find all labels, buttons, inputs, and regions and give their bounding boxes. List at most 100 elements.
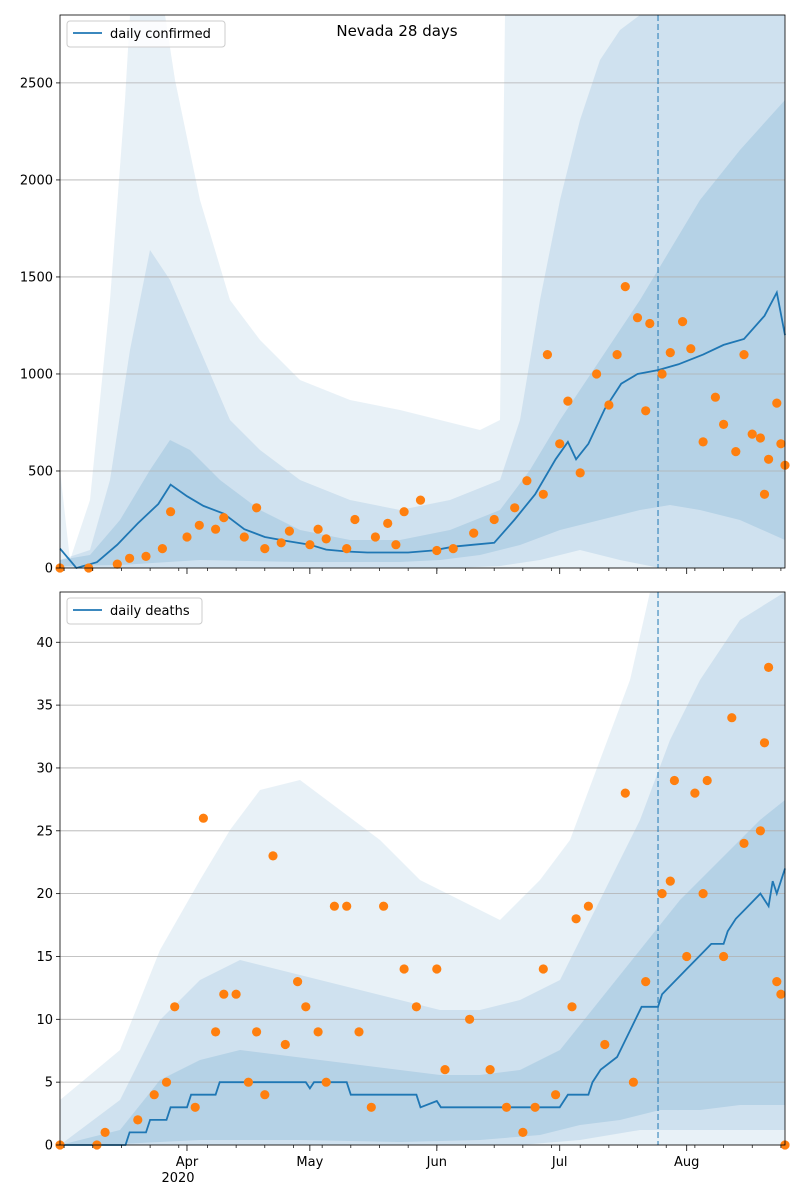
observed-point — [383, 518, 393, 529]
observed-point — [198, 813, 208, 823]
observed-point — [133, 1115, 143, 1125]
band-middle — [60, 15, 785, 568]
observed-point — [571, 914, 581, 924]
y-tick-label: 20 — [36, 887, 53, 902]
observed-point — [276, 538, 286, 548]
observed-point — [211, 1027, 221, 1037]
observed-point — [551, 1090, 561, 1100]
legend-box — [66, 597, 203, 625]
observed-point — [522, 476, 532, 486]
observed-point — [657, 889, 667, 899]
observed-point — [440, 1065, 450, 1075]
x-tick-label: Aug — [674, 1155, 699, 1170]
observed-point — [702, 775, 712, 786]
observed-point — [759, 738, 770, 748]
observed-point — [260, 544, 270, 554]
observed-point — [469, 528, 479, 538]
observed-point — [555, 439, 565, 449]
observed-point — [280, 1039, 290, 1050]
observed-point — [370, 532, 380, 542]
y-tick-label: 1000 — [20, 367, 53, 382]
observed-point — [313, 524, 323, 534]
observed-point — [391, 540, 401, 550]
axes-frame — [59, 591, 786, 1146]
observed-point — [776, 989, 786, 999]
observed-point — [141, 551, 151, 562]
observed-point — [764, 454, 774, 464]
observed-point — [293, 977, 303, 987]
observed-point — [739, 838, 749, 849]
observed-point — [641, 977, 651, 987]
legend: daily confirmed — [66, 20, 226, 48]
observed-point — [399, 507, 409, 517]
observed-point — [669, 775, 680, 786]
band-middle — [60, 592, 785, 1145]
observed-point — [538, 964, 548, 974]
observed-point — [350, 514, 360, 525]
observed-point — [542, 350, 553, 360]
x-axis-ticks: Apr May Jun Jul Aug — [63, 1145, 782, 1170]
observed-point — [366, 1102, 376, 1112]
observed-point — [501, 1102, 512, 1112]
x-year-label: 2020 — [161, 1171, 194, 1186]
x-tick-label: Jun — [426, 1155, 447, 1170]
observed-point — [399, 964, 409, 974]
observed-point — [301, 1002, 311, 1012]
observed-point — [776, 439, 786, 449]
observed-point — [604, 400, 614, 410]
observed-point — [612, 350, 622, 360]
observed-point — [231, 989, 241, 999]
observed-point — [727, 713, 737, 723]
observed-point — [641, 406, 651, 416]
band-outer — [60, 15, 785, 568]
observed-point — [772, 977, 782, 987]
y-axis-ticks: 0 500 1000 1500 2000 2500 — [20, 76, 60, 577]
observed-point — [354, 1027, 364, 1037]
observed-point — [489, 514, 499, 525]
legend: daily deaths — [66, 597, 203, 625]
y-tick-label: 30 — [36, 761, 53, 776]
observed-point — [530, 1102, 540, 1112]
observed-point — [620, 282, 630, 292]
observed-point — [465, 1014, 475, 1024]
observed-point — [710, 392, 721, 402]
observed-point — [305, 540, 315, 550]
observed-point — [329, 901, 339, 911]
panel-daily-deaths: 0 5 10 15 20 25 30 35 40 Apr May Jun Jul Aug 2020 da… — [36, 591, 790, 1186]
observed-point — [510, 503, 520, 513]
observed-point — [100, 1127, 110, 1137]
observed-point — [600, 1039, 610, 1050]
observed-point — [628, 1077, 639, 1087]
y-tick-label: 1500 — [20, 270, 53, 285]
observed-point — [657, 369, 667, 379]
observed-point — [243, 1077, 253, 1087]
observed-point — [575, 468, 585, 478]
observed-point — [719, 951, 729, 962]
observed-point — [112, 559, 122, 569]
observed-point — [567, 1002, 577, 1012]
chart-title: Nevada 28 days — [336, 22, 457, 40]
observed-point — [194, 520, 204, 530]
y-tick-label: 500 — [28, 464, 53, 479]
observed-point — [632, 313, 643, 323]
legend-label: daily deaths — [110, 604, 190, 619]
observed-point — [182, 532, 192, 542]
observed-point — [432, 964, 442, 974]
observed-point — [268, 851, 278, 861]
observed-point — [190, 1102, 200, 1112]
observed-point — [719, 419, 729, 429]
observed-point — [678, 317, 688, 327]
observed-point — [415, 495, 426, 505]
x-tick-label: May — [296, 1155, 323, 1170]
observed-point — [313, 1027, 323, 1037]
y-tick-label: 25 — [36, 824, 53, 839]
observed-point — [665, 876, 675, 886]
daily-confirmed-line — [59, 289, 786, 570]
observed-point — [747, 429, 757, 439]
y-tick-label: 2000 — [20, 173, 53, 188]
axes-frame — [59, 14, 786, 569]
y-tick-label: 0 — [45, 1139, 53, 1154]
observed-point — [252, 503, 262, 513]
observed-point — [485, 1065, 495, 1075]
